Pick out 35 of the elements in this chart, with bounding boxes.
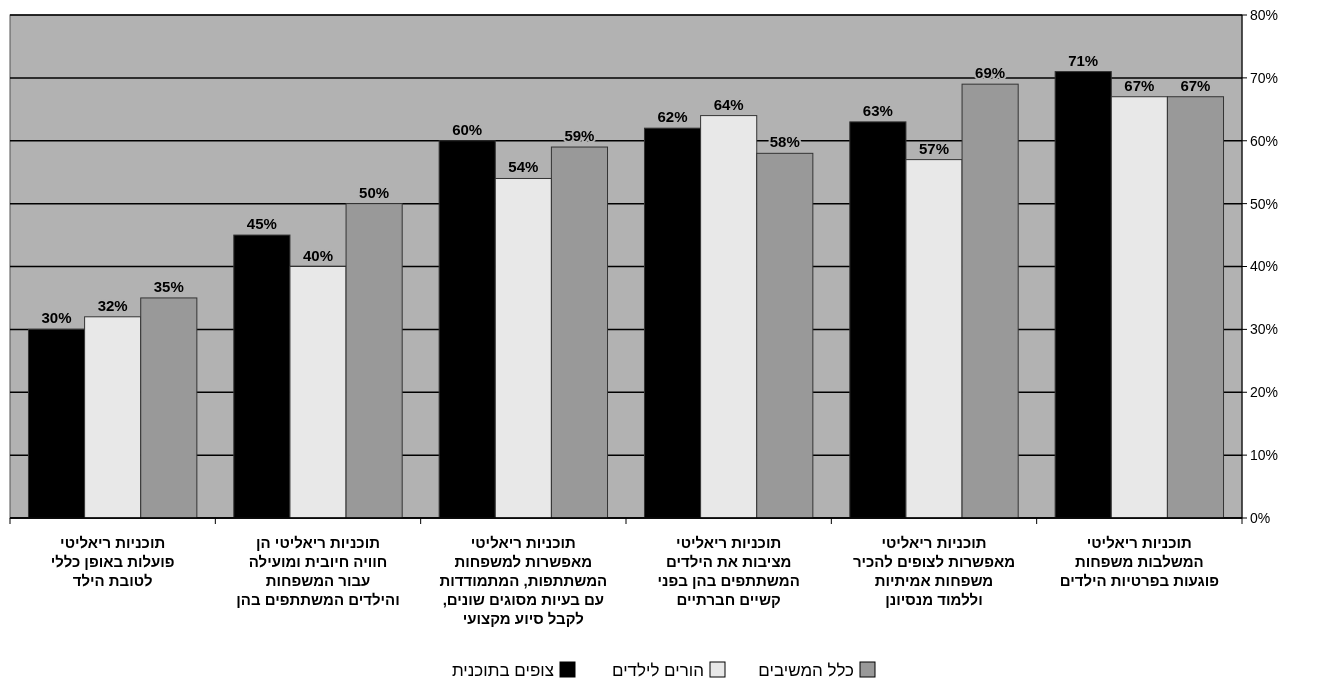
- data-label: 67%: [1180, 76, 1211, 94]
- y-tick-label: 30%: [1250, 321, 1279, 338]
- data-label: 69%: [975, 64, 1006, 82]
- legend-label: הורים לילדים: [611, 661, 704, 680]
- data-label: 30%: [41, 309, 72, 327]
- y-tick-label: 70%: [1250, 69, 1279, 86]
- x-tick-label: תוכניות ריאליטי הן חוויה חיובית ומועילה עבור המשפחות והילדים המשתתפים בהן: [236, 534, 400, 608]
- legend-label: כלל המשיבים: [758, 661, 854, 680]
- data-label: 67%: [1124, 76, 1155, 94]
- y-tick-label: 50%: [1250, 195, 1279, 212]
- y-tick-label: 10%: [1250, 447, 1279, 464]
- data-label: 40%: [302, 246, 334, 264]
- y-tick-label: 80%: [1250, 6, 1279, 23]
- data-label: 60%: [452, 120, 483, 138]
- data-label: 64%: [713, 95, 744, 113]
- y-tick-label: 40%: [1250, 258, 1279, 275]
- x-tick-label: תוכניות ריאליטי פועלות באופן כללי לטובת הילד: [50, 534, 175, 589]
- data-label: 35%: [153, 277, 184, 295]
- y-tick-label: 20%: [1250, 384, 1279, 401]
- data-label: 71%: [1068, 51, 1099, 69]
- data-label: 32%: [97, 296, 128, 314]
- x-tick-label: תוכניות ריאליטי מאפשרות לצופים להכיר משפחות אמיתיות וללמוד מנסיונן: [852, 534, 1016, 608]
- x-tick-label: תוכניות ריאליטי מאפשרות למשפחות המשתתפות, המתמודדות עם בעיות מסוגים שונים, לקבל סיוע מקצועי: [439, 534, 608, 627]
- data-label: 57%: [918, 139, 950, 157]
- legend-label: צופים בתוכנית: [451, 661, 554, 680]
- data-label: 50%: [359, 183, 390, 201]
- x-tick-label: תוכניות ריאליטי המשלבות משפחות פוגעות בפרטיות הילדים: [1059, 534, 1219, 589]
- data-label: 45%: [246, 215, 277, 233]
- x-tick-label: תוכניות ריאליטי מציבות את הילדים המשתתפים בהן בפני קשיים חברתיים: [657, 534, 800, 608]
- data-label: 62%: [657, 108, 688, 126]
- data-label: 59%: [564, 127, 595, 145]
- y-tick-label: 60%: [1250, 132, 1279, 149]
- y-tick-label: 0%: [1250, 509, 1271, 526]
- data-label: 54%: [508, 158, 539, 176]
- data-label: 63%: [862, 101, 893, 119]
